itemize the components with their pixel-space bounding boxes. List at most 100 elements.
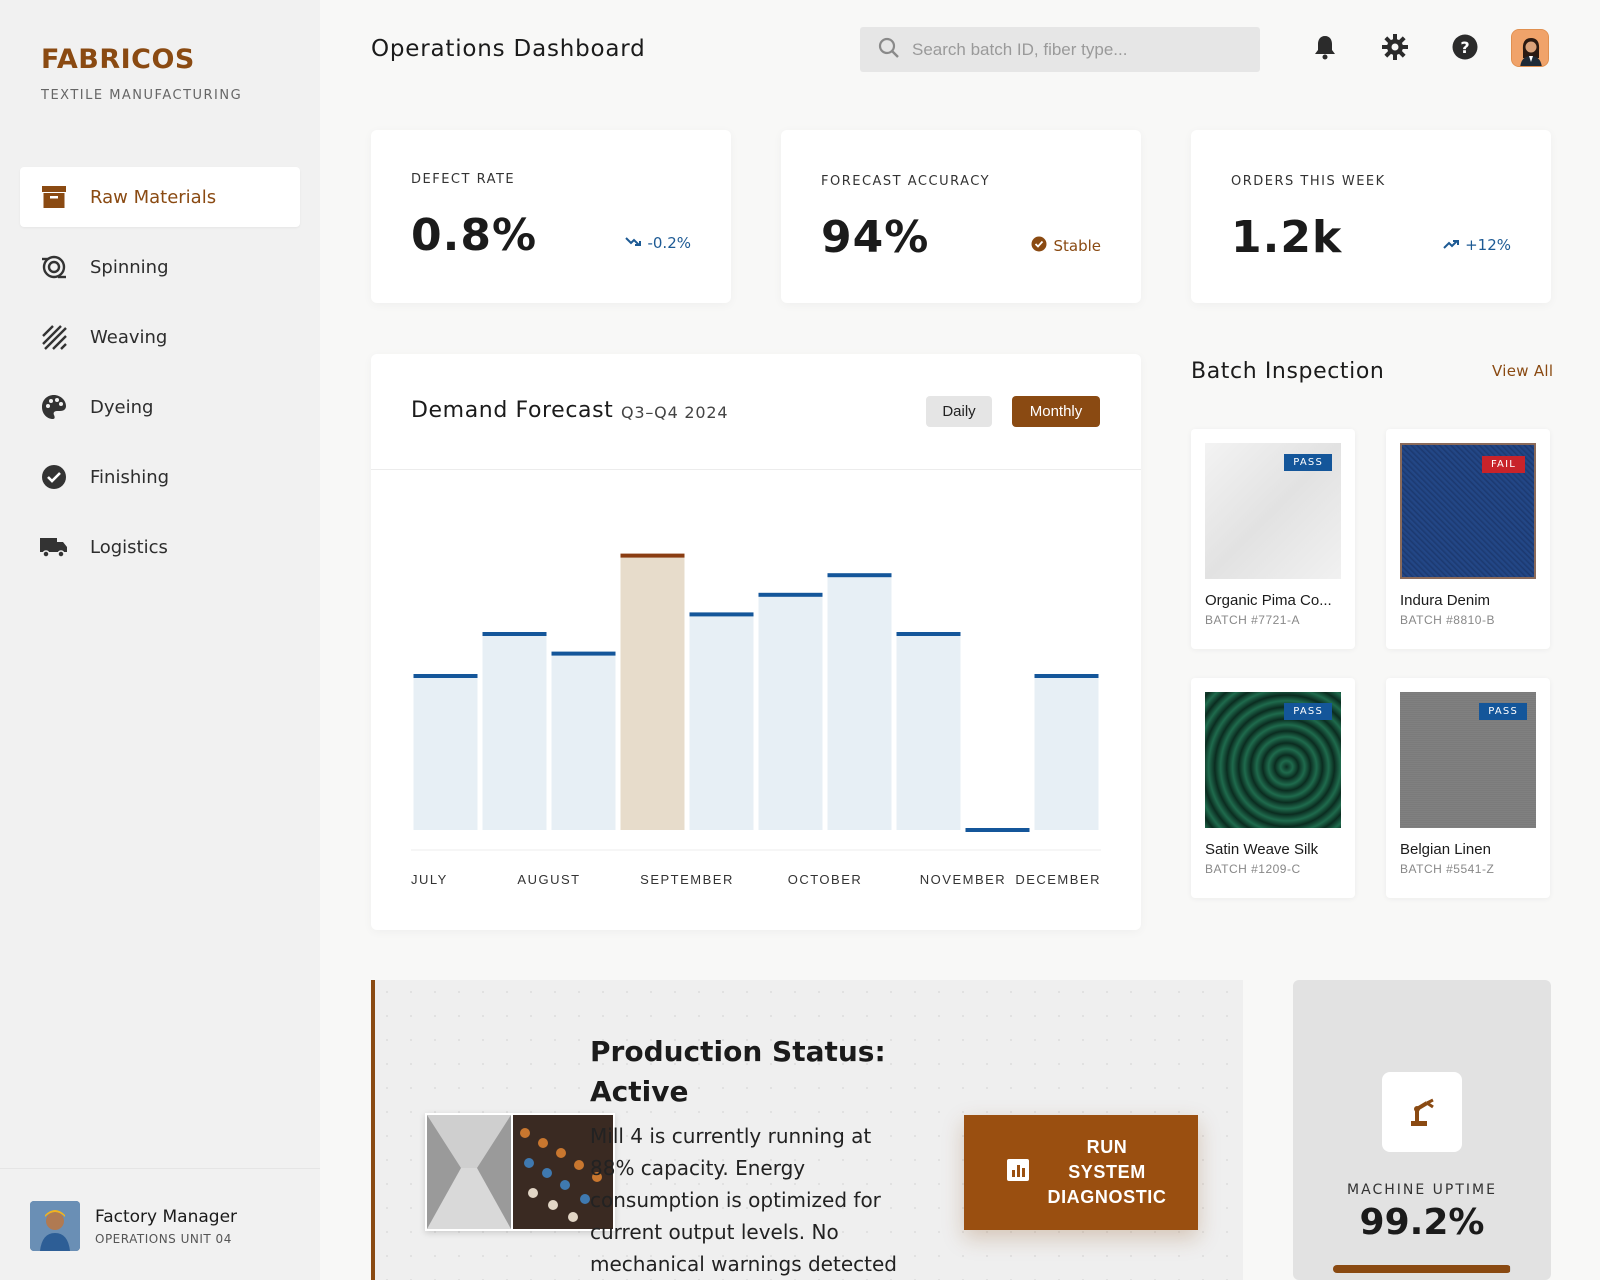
batch-card[interactable]: PASS Belgian Linen BATCH #5541-Z xyxy=(1386,678,1550,898)
sidebar: FABRICOS TEXTILE MANUFACTURING Raw Mater… xyxy=(0,0,320,1280)
chart-title: Demand Forecast xyxy=(411,398,614,423)
chart-bar[interactable] xyxy=(827,575,892,830)
batch-id: BATCH #5541-Z xyxy=(1400,862,1495,876)
chart-bar-cap xyxy=(689,612,754,617)
palette-icon xyxy=(40,393,68,421)
sidebar-item-label: Logistics xyxy=(90,536,168,558)
kpi-trend-text: +12% xyxy=(1465,236,1511,254)
batch-name: Satin Weave Silk xyxy=(1205,841,1319,858)
sidebar-item-label: Weaving xyxy=(90,326,168,348)
sidebar-item-label: Dyeing xyxy=(90,396,154,418)
gear-icon[interactable] xyxy=(1380,32,1410,62)
chart-bar[interactable] xyxy=(896,634,961,830)
batch-id: BATCH #8810-B xyxy=(1400,613,1495,627)
fabric-swatch-image: PASS xyxy=(1400,692,1536,828)
kpi-value: 0.8% xyxy=(411,210,538,261)
machine-uptime-card: MACHINE UPTIME 99.2% xyxy=(1293,980,1551,1280)
trend-down-icon xyxy=(625,234,642,252)
sidebar-item-label: Spinning xyxy=(90,256,169,278)
user-role: OPERATIONS UNIT 04 xyxy=(95,1232,232,1246)
profile-avatar[interactable] xyxy=(1511,29,1549,67)
run-system-diagnostic-button[interactable]: RUN SYSTEM DIAGNOSTIC xyxy=(964,1115,1198,1230)
chart-bar[interactable] xyxy=(413,676,478,830)
brand-name: FABRICOS xyxy=(41,44,195,75)
production-status-card: Production Status: Active Mill 4 is curr… xyxy=(371,980,1243,1280)
sidebar-item-label: Raw Materials xyxy=(90,186,217,208)
kpi-label: FORECAST ACCURACY xyxy=(821,174,991,189)
kpi-label: DEFECT RATE xyxy=(411,172,516,187)
batch-card[interactable]: PASS Satin Weave Silk BATCH #1209-C xyxy=(1191,678,1355,898)
svg-text:?: ? xyxy=(1460,38,1469,57)
batch-inspection-title: Batch Inspection xyxy=(1191,359,1385,384)
kpi-card-defect-rate: DEFECT RATE 0.8% -0.2% xyxy=(371,130,731,303)
check-circle-icon xyxy=(40,463,68,491)
sidebar-item-raw-materials[interactable]: Raw Materials xyxy=(20,167,300,227)
view-all-link[interactable]: View All xyxy=(1492,362,1554,380)
user-profile[interactable]: Factory Manager OPERATIONS UNIT 04 xyxy=(0,1168,320,1280)
kpi-trend: -0.2% xyxy=(625,234,691,252)
fabric-swatch-image: PASS xyxy=(1205,443,1341,579)
robot-arm-icon xyxy=(1382,1072,1462,1152)
uptime-value: 99.2% xyxy=(1359,1202,1485,1243)
chart-x-tick-label: DECEMBER xyxy=(1015,872,1101,887)
kpi-value: 94% xyxy=(821,212,930,263)
help-icon[interactable]: ? xyxy=(1450,32,1480,62)
chart-bar[interactable] xyxy=(689,614,754,830)
fabric-swatch-image: PASS xyxy=(1205,692,1341,828)
status-badge: PASS xyxy=(1479,703,1527,720)
chart-x-tick-label: SEPTEMBER xyxy=(640,872,734,887)
production-status-description: Mill 4 is currently running at 88% capac… xyxy=(590,1124,897,1276)
chart-icon xyxy=(1007,1159,1029,1186)
batch-name: Belgian Linen xyxy=(1400,841,1491,858)
uptime-progress-bar xyxy=(1333,1265,1511,1273)
uptime-label: MACHINE UPTIME xyxy=(1347,1182,1497,1198)
kpi-card-orders-this-week: ORDERS THIS WEEK 1.2k +12% xyxy=(1191,130,1551,303)
chart-bar-cap xyxy=(896,632,961,636)
kpi-card-forecast-accuracy: FORECAST ACCURACY 94% Stable xyxy=(781,130,1141,303)
chart-x-tick-label: OCTOBER xyxy=(788,872,863,887)
demand-forecast-card: Demand Forecast Q3–Q4 2024 Daily Monthly… xyxy=(371,354,1141,930)
kpi-trend: Stable xyxy=(1031,236,1101,256)
sidebar-item-dyeing[interactable]: Dyeing xyxy=(20,377,300,437)
chart-x-tick-label: JULY xyxy=(411,872,448,887)
user-name: Factory Manager xyxy=(95,1207,238,1227)
sidebar-nav: Raw Materials Spinning Weaving Dyeing Fi… xyxy=(20,167,300,587)
sidebar-item-weaving[interactable]: Weaving xyxy=(20,307,300,367)
kpi-label: ORDERS THIS WEEK xyxy=(1231,174,1386,189)
page-title: Operations Dashboard xyxy=(371,36,646,62)
chart-x-tick-label: NOVEMBER xyxy=(920,872,1006,887)
search-input[interactable] xyxy=(912,39,1232,60)
chart-range: Q3–Q4 2024 xyxy=(621,403,729,422)
chart-bar-cap xyxy=(827,573,892,578)
trend-up-icon xyxy=(1443,236,1460,254)
factory-photo xyxy=(425,1113,615,1231)
bell-icon[interactable] xyxy=(1310,32,1340,62)
chart-bar-cap xyxy=(758,592,823,597)
chart-bar[interactable] xyxy=(1034,676,1099,830)
chart-bar[interactable] xyxy=(758,594,823,830)
daily-toggle-button[interactable]: Daily xyxy=(926,396,992,427)
chart-divider xyxy=(371,469,1141,470)
chart-bar-cap xyxy=(551,651,616,656)
monthly-toggle-button[interactable]: Monthly xyxy=(1012,396,1100,427)
spool-icon xyxy=(40,253,68,281)
chart-bar[interactable] xyxy=(551,653,616,830)
demand-forecast-chart: JULY AUGUST SEPTEMBER OCTOBER NOVEMBER DECEMB… xyxy=(411,553,1101,887)
button-label: RUN SYSTEM DIAGNOSTIC xyxy=(1047,1137,1167,1207)
status-badge: FAIL xyxy=(1482,456,1525,473)
batch-card[interactable]: PASS Organic Pima Co... BATCH #7721-A xyxy=(1191,429,1355,649)
fabric-swatch-image: FAIL xyxy=(1400,443,1536,579)
kpi-trend-text: -0.2% xyxy=(647,234,691,252)
chart-bar[interactable] xyxy=(620,555,685,830)
chart-bar[interactable] xyxy=(482,634,547,830)
chart-bar-cap xyxy=(620,553,685,558)
avatar xyxy=(30,1201,80,1251)
production-status-title: Production Status: Active xyxy=(590,1035,886,1108)
sidebar-item-spinning[interactable]: Spinning xyxy=(20,237,300,297)
sidebar-item-finishing[interactable]: Finishing xyxy=(20,447,300,507)
kpi-trend-text: Stable xyxy=(1053,237,1101,255)
chart-bar-cap xyxy=(482,632,547,636)
sidebar-item-logistics[interactable]: Logistics xyxy=(20,517,300,577)
batch-name: Organic Pima Co... xyxy=(1205,592,1332,609)
batch-card[interactable]: FAIL Indura Denim BATCH #8810-B xyxy=(1386,429,1550,649)
